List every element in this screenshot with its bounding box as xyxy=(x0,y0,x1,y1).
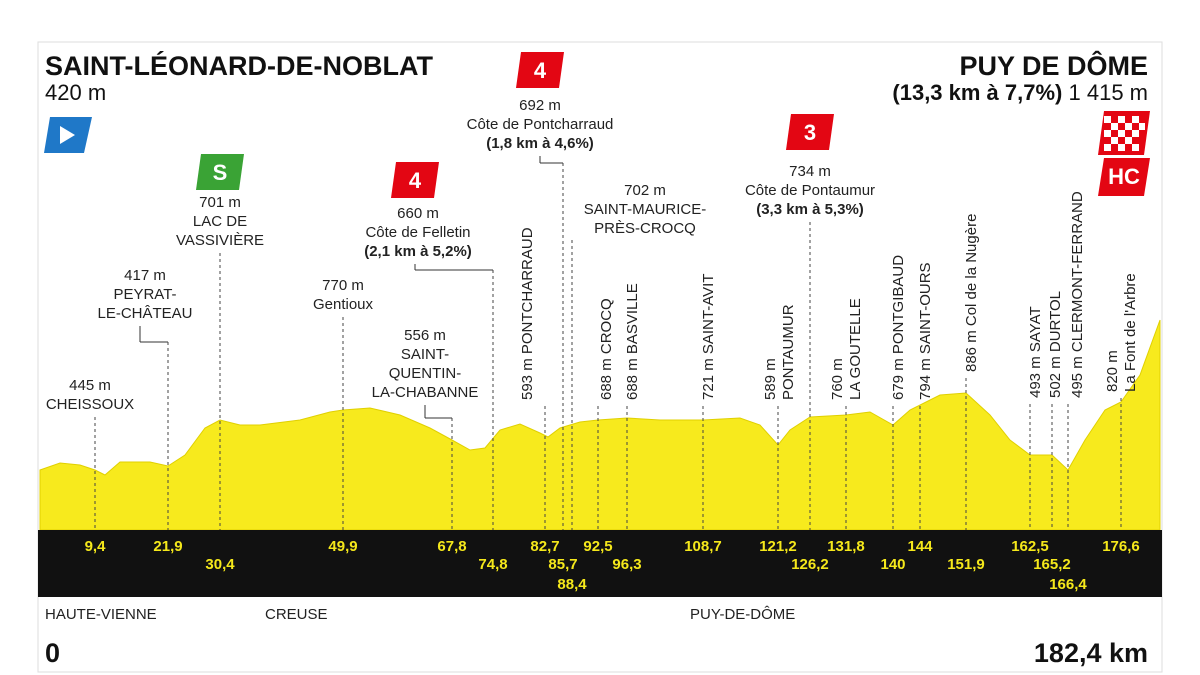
km-band xyxy=(38,530,1162,597)
waypoint-label: LE-CHÂTEAU xyxy=(97,305,192,322)
waypoint-label: 721 m SAINT-AVIT xyxy=(700,274,717,400)
start-altitude: 420 m xyxy=(45,80,106,105)
finish-distance: 182,4 km xyxy=(1034,638,1148,668)
km-label: 108,7 xyxy=(684,538,722,555)
start-distance: 0 xyxy=(45,638,60,668)
category-label: 4 xyxy=(534,58,547,83)
waypoint-label: 493 m SAYAT xyxy=(1027,306,1044,398)
waypoint-label: 556 m xyxy=(404,327,446,344)
km-label: 85,7 xyxy=(548,556,577,573)
finish-flag xyxy=(1098,111,1150,155)
waypoint-label: 502 m DURTOL xyxy=(1047,291,1064,398)
waypoint-label: 760 m xyxy=(829,358,846,400)
km-label: 151,9 xyxy=(947,556,985,573)
waypoint-label: LAC DE xyxy=(193,213,247,230)
waypoint-label: 794 m SAINT-OURS xyxy=(917,262,934,400)
waypoint-label: Côte de Pontaumur xyxy=(745,182,875,199)
waypoint-label: Côte de Felletin xyxy=(365,224,470,241)
start-arrow xyxy=(60,126,75,144)
km-label: 96,3 xyxy=(612,556,641,573)
waypoint-label: 734 m xyxy=(789,163,831,180)
waypoint-label: La Font de l'Arbre xyxy=(1122,273,1139,392)
profile xyxy=(39,319,1161,531)
category-label: S xyxy=(213,160,228,185)
waypoint-label: 820 m xyxy=(1104,350,1121,392)
waypoint-label: 495 m CLERMONT-FERRAND xyxy=(1069,191,1086,398)
finish-altitude: 1 415 m xyxy=(1069,80,1149,105)
waypoint-label: 660 m xyxy=(397,205,439,222)
start-name: SAINT-LÉONARD-DE-NOBLAT xyxy=(45,50,433,81)
waypoint-label: PEYRAT- xyxy=(113,286,176,303)
waypoint-label: 593 m PONTCHARRAUD xyxy=(519,227,536,400)
waypoint-label: 589 m xyxy=(762,358,779,400)
km-label: 30,4 xyxy=(205,556,235,573)
waypoint-label: CHEISSOUX xyxy=(46,396,134,413)
frame xyxy=(37,41,1163,673)
km-label: 162,5 xyxy=(1011,538,1049,555)
waypoint-label: 688 m BASVILLE xyxy=(624,283,641,400)
waypoint-label: SAINT-MAURICE- xyxy=(584,201,707,218)
km-label: 166,4 xyxy=(1049,576,1087,593)
category-icon xyxy=(196,154,244,190)
waypoint-label: (3,3 km à 5,3%) xyxy=(756,201,864,218)
waypoint-label: 770 m xyxy=(322,277,364,294)
waypoint-label: PONTAUMUR xyxy=(780,304,797,400)
waypoint-label: 886 m Col de la Nugère xyxy=(963,214,980,372)
department: PUY-DE-DÔME xyxy=(690,606,795,623)
km-label: 49,9 xyxy=(328,538,357,555)
waypoint-label: (1,8 km à 4,6%) xyxy=(486,135,594,152)
waypoint-label: SAINT- xyxy=(401,346,449,363)
department: HAUTE-VIENNE xyxy=(45,606,157,623)
km-label: 176,6 xyxy=(1102,538,1140,555)
waypoint-label: 679 m PONTGIBAUD xyxy=(890,255,907,400)
km-label: 140 xyxy=(880,556,905,573)
waypoint-label: Gentioux xyxy=(313,296,374,313)
km-label: 131,8 xyxy=(827,538,865,555)
waypoint-label: (2,1 km à 5,2%) xyxy=(364,243,472,260)
km-label: 21,9 xyxy=(153,538,182,555)
department: CREUSE xyxy=(265,606,328,623)
km-label: 67,8 xyxy=(437,538,466,555)
waypoint-label: 445 m xyxy=(69,377,111,394)
waypoint-label: 417 m xyxy=(124,267,166,284)
category-label: 4 xyxy=(409,168,422,193)
km-label: 82,7 xyxy=(530,538,559,555)
finish-name: PUY DE DÔME xyxy=(959,50,1148,81)
km-label: 74,8 xyxy=(478,556,507,573)
category-icon xyxy=(786,114,834,150)
km-label: 9,4 xyxy=(85,538,107,555)
finish-category-icon xyxy=(1098,158,1150,196)
waypoint-label: 702 m xyxy=(624,182,666,199)
waypoint-label: PRÈS-CROCQ xyxy=(594,220,696,237)
waypoint-label: LA-CHABANNE xyxy=(372,384,479,401)
category-icon xyxy=(516,52,564,88)
km-label: 92,5 xyxy=(583,538,612,555)
finish-climb: (13,3 km à 7,7%) xyxy=(892,80,1062,105)
waypoint-label: 688 m CROCQ xyxy=(598,298,615,400)
finish-info: (13,3 km à 7,7%) 1 415 m xyxy=(892,80,1148,105)
km-label: 165,2 xyxy=(1033,556,1071,573)
finish-category: HC xyxy=(1108,164,1140,189)
km-label: 126,2 xyxy=(791,556,829,573)
waypoint-label: QUENTIN- xyxy=(389,365,462,382)
waypoint-label: Côte de Pontcharraud xyxy=(467,116,614,133)
waypoint-label: LA GOUTELLE xyxy=(847,298,864,400)
waypoint-label: 692 m xyxy=(519,97,561,114)
waypoint-label: VASSIVIÈRE xyxy=(176,232,264,249)
km-label: 144 xyxy=(907,538,933,555)
category-label: 3 xyxy=(804,120,816,145)
waypoint-label: 701 m xyxy=(199,194,241,211)
km-label: 88,4 xyxy=(557,576,587,593)
category-icon xyxy=(391,162,439,198)
km-label: 121,2 xyxy=(759,538,797,555)
